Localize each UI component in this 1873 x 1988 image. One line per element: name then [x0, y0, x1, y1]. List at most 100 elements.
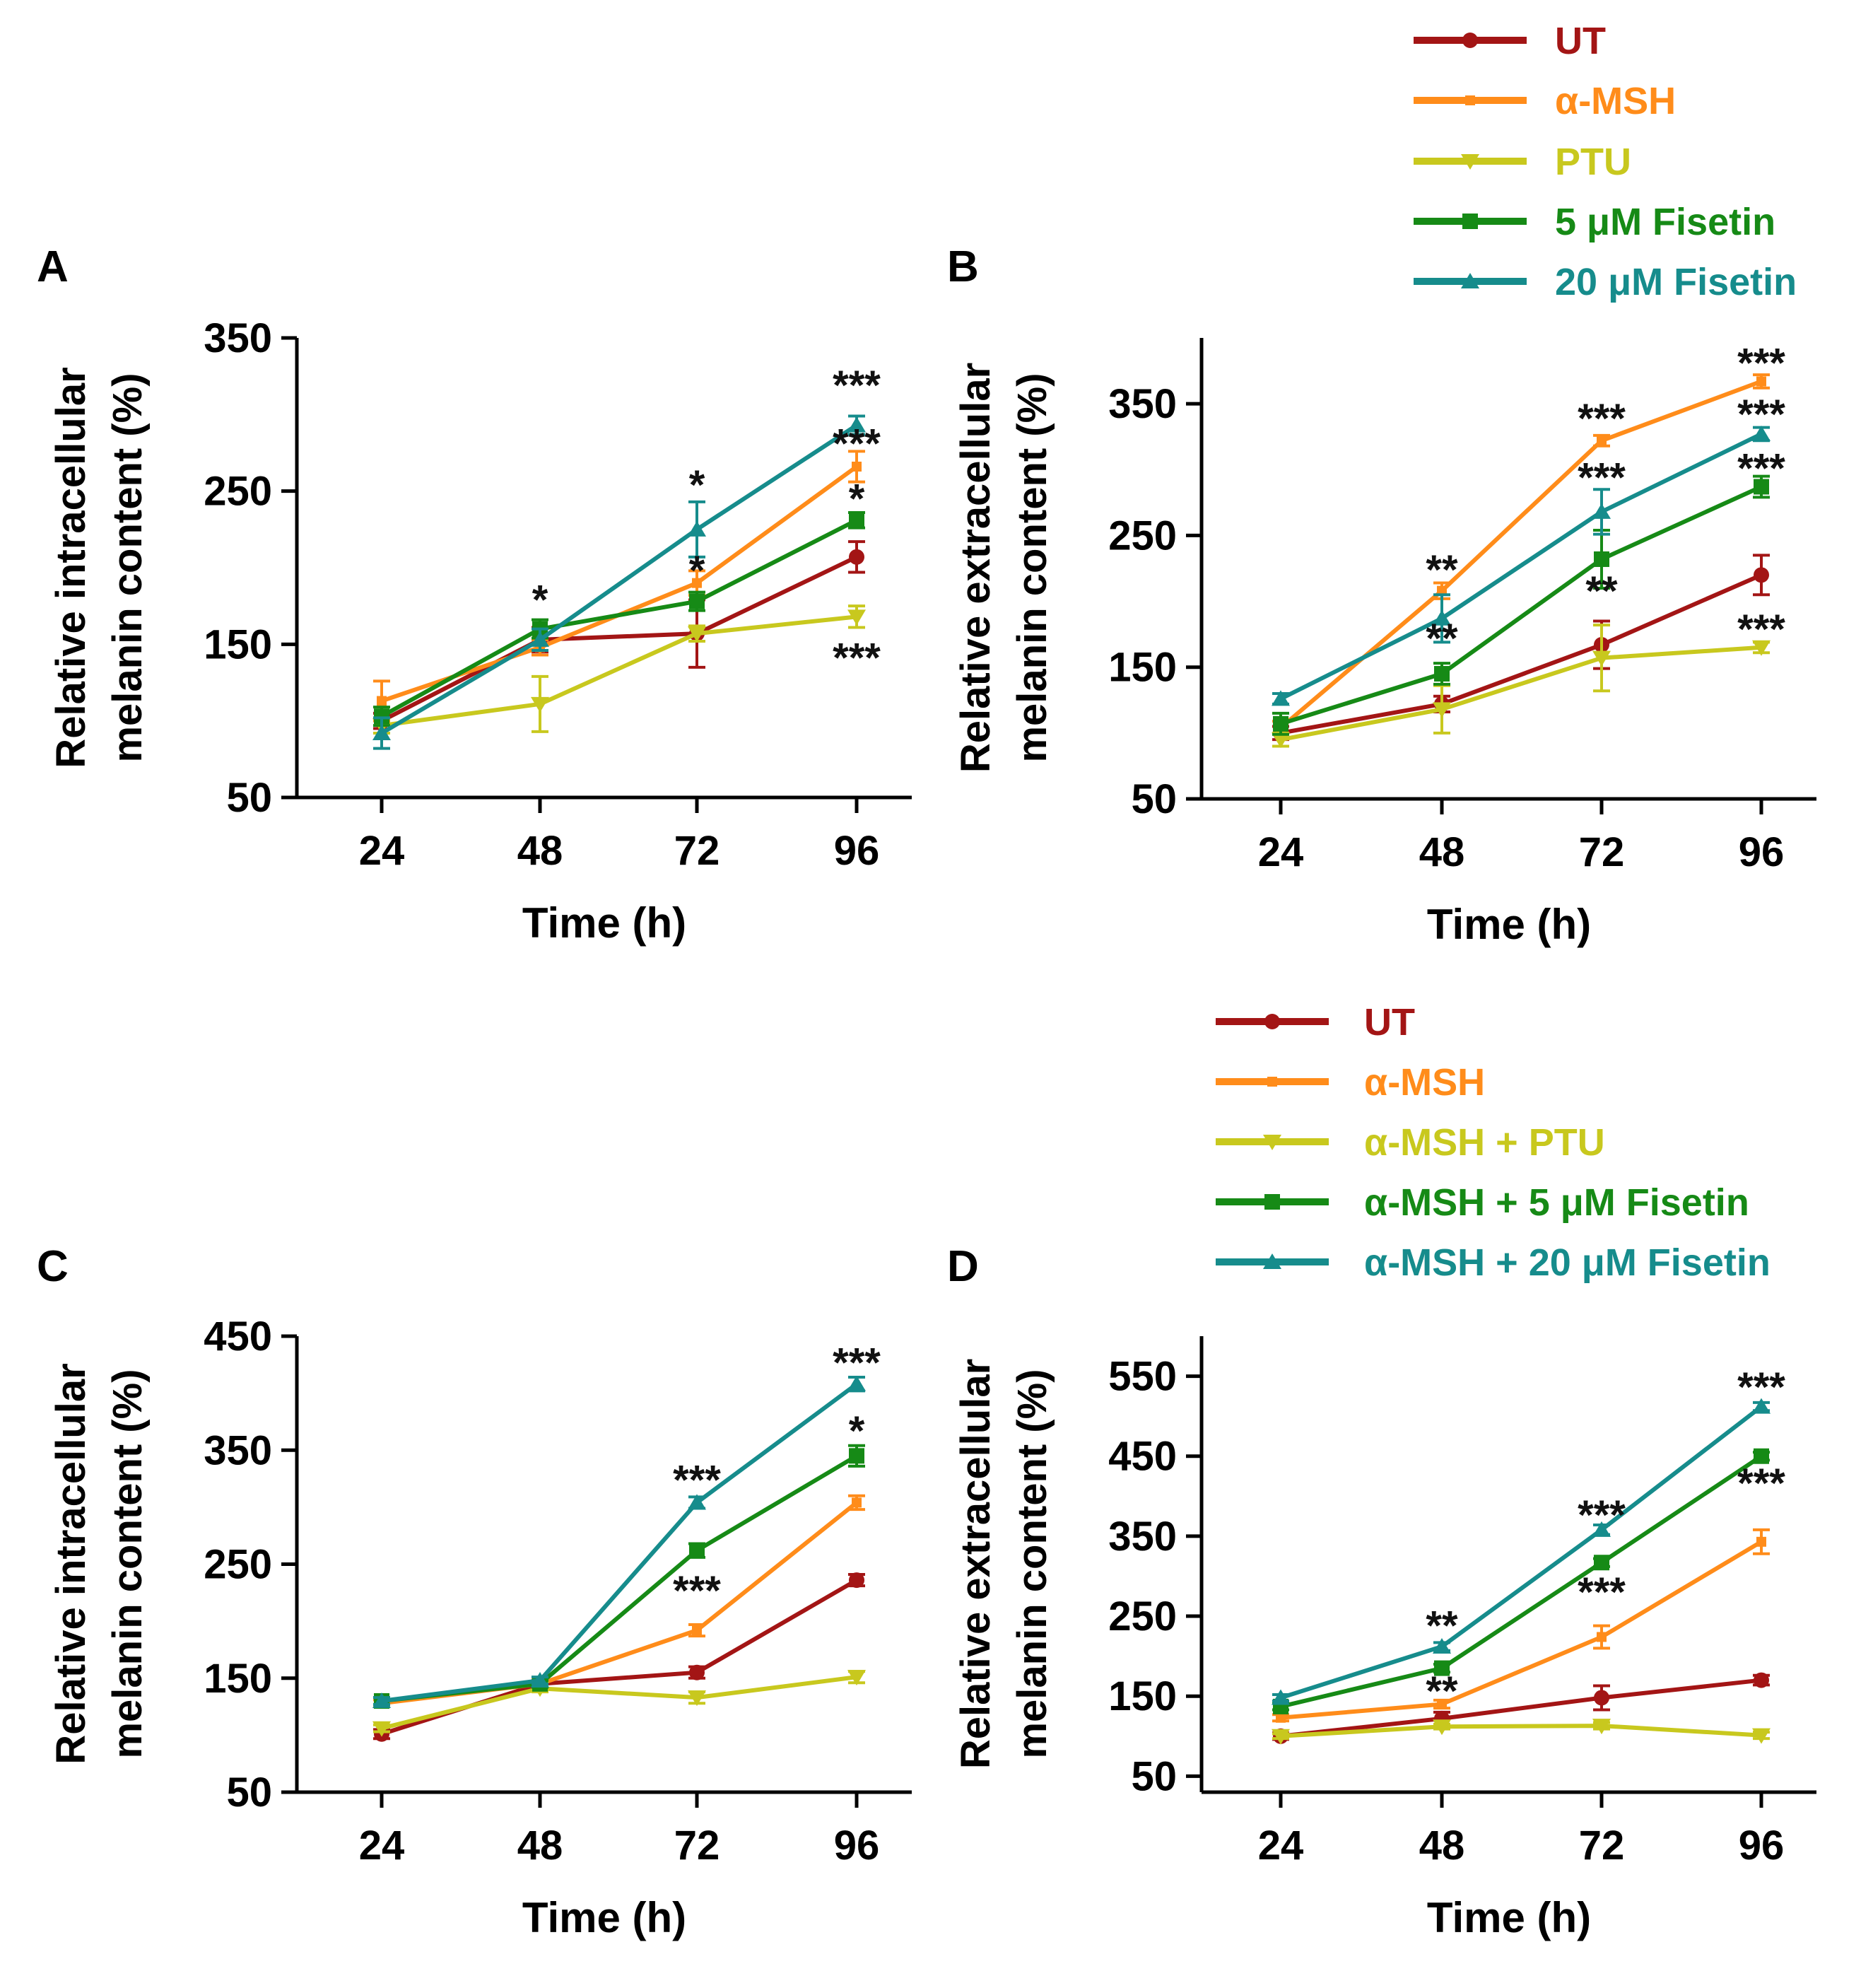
y-tick-label: 250 [1108, 1594, 1177, 1639]
legend-marker [1267, 1077, 1277, 1087]
series-line [1280, 1454, 1763, 1709]
data-point [1754, 1672, 1769, 1688]
significance-label: ** [1585, 568, 1618, 614]
x-tick-label: 48 [1419, 829, 1465, 875]
x-tick-label: 72 [1579, 1823, 1625, 1869]
y-tick-label: 150 [1108, 1673, 1177, 1719]
x-tick-label: 96 [834, 828, 880, 874]
y-axis-label-line: melanin content (%) [1009, 373, 1055, 762]
y-tick-label: 250 [204, 469, 272, 515]
data-point [1754, 1448, 1769, 1464]
series-4 [372, 1375, 866, 1708]
series-2 [1272, 624, 1771, 749]
y-axis-label-line: melanin content (%) [1009, 1369, 1055, 1758]
legend-marker [1462, 214, 1478, 229]
series-4 [1272, 425, 1771, 706]
data-point [688, 1494, 706, 1510]
y-axis-label-line: Relative intracellular [48, 367, 94, 768]
data-point [1752, 640, 1771, 656]
data-point [689, 1664, 705, 1680]
series-line [1280, 645, 1762, 742]
panel-label: B [947, 242, 979, 291]
data-point [847, 609, 866, 626]
x-tick-label: 24 [1258, 1823, 1304, 1869]
series-line [381, 1501, 858, 1706]
data-point [1756, 1536, 1766, 1547]
y-tick-label: 150 [204, 1656, 272, 1702]
significance-label: * [689, 548, 705, 594]
y-tick-label: 350 [1108, 381, 1177, 427]
x-tick-label: 48 [1419, 1823, 1465, 1869]
series-line [381, 1675, 857, 1731]
series-line [381, 614, 857, 728]
series-2 [1272, 1719, 1771, 1745]
data-point [374, 708, 389, 725]
significance-label: *** [1578, 396, 1626, 442]
x-axis-label: Time (h) [522, 899, 686, 947]
data-point [1433, 1638, 1451, 1654]
x-axis-label: Time (h) [1427, 1894, 1591, 1941]
series-line [1280, 1724, 1762, 1738]
legend-entry: α-MSH + PTU [1216, 1121, 1605, 1164]
data-point [852, 462, 862, 472]
series-line [1280, 1678, 1762, 1738]
legend-marker [1263, 1135, 1281, 1150]
data-point [689, 1543, 705, 1559]
legend-entry: α-MSH [1216, 1061, 1485, 1104]
y-axis-label-line: Relative extracellular [953, 1359, 999, 1769]
legend-marker [1461, 154, 1479, 170]
significance-label: *** [1737, 446, 1785, 492]
x-tick-label: 48 [517, 828, 563, 874]
data-point [1752, 425, 1771, 441]
series-line [1279, 432, 1763, 701]
x-tick-label: 24 [359, 828, 405, 874]
x-axis-label: Time (h) [522, 1894, 686, 1941]
y-tick-label: 50 [1131, 776, 1177, 822]
data-point [1594, 1690, 1609, 1706]
y-axis-label: Relative extracellular melanin content (%… [953, 363, 1055, 773]
x-tick-label: 72 [1579, 829, 1625, 875]
y-tick-label: 350 [1108, 1514, 1177, 1560]
panel-C: C 50 150 250 350 450 24 48 72 96 Time (h) Relative … [37, 1242, 912, 1941]
data-point [849, 549, 864, 565]
series-4 [1272, 1398, 1771, 1705]
data-point [852, 1497, 862, 1508]
significance-label: *** [833, 636, 881, 682]
data-point [1592, 1521, 1611, 1537]
x-tick-label: 96 [834, 1823, 880, 1869]
y-tick-label: 450 [1108, 1434, 1177, 1480]
significance-label: *** [1737, 1364, 1785, 1410]
series-1 [1272, 373, 1770, 736]
legend-marker [1462, 33, 1478, 48]
series-line [1280, 573, 1763, 735]
legend-marker [1264, 1014, 1280, 1029]
series-2 [372, 604, 866, 735]
data-point [1752, 1728, 1771, 1744]
y-tick-label: 50 [1131, 1753, 1177, 1799]
data-point [1592, 503, 1611, 519]
y-axis-label: Relative intracellular melanin content (%… [48, 1363, 151, 1764]
y-axis-label-line: Relative extracellular [953, 363, 999, 773]
legend-top: UT α-MSH PTU 5 μM Fisetin 20 μM Fisetin [1414, 20, 1797, 303]
data-point [849, 1572, 864, 1589]
data-point [1592, 650, 1611, 667]
y-axis-label: Relative extracellular melanin content (%… [953, 1359, 1055, 1769]
data-point [688, 626, 706, 643]
significance-label: * [849, 476, 865, 522]
series-line [1280, 1540, 1763, 1720]
panel-label: C [37, 1242, 69, 1291]
data-point [1272, 1689, 1290, 1705]
significance-label: *** [673, 1458, 721, 1504]
x-tick-label: 24 [359, 1823, 405, 1869]
legend-label: α-MSH [1364, 1061, 1485, 1104]
data-point [1437, 1699, 1447, 1709]
legend-marker [1264, 1194, 1280, 1210]
data-point [372, 1721, 391, 1737]
significance-label: ** [1426, 616, 1458, 662]
series-line [380, 555, 858, 723]
series-0 [1272, 554, 1770, 742]
y-tick-label: 50 [226, 775, 272, 821]
legend-bottom: UT α-MSH α-MSH + PTU α-MSH + 5 μM Fisetin α-… [1216, 1001, 1771, 1284]
data-point [1597, 1632, 1607, 1642]
data-point [692, 578, 702, 588]
